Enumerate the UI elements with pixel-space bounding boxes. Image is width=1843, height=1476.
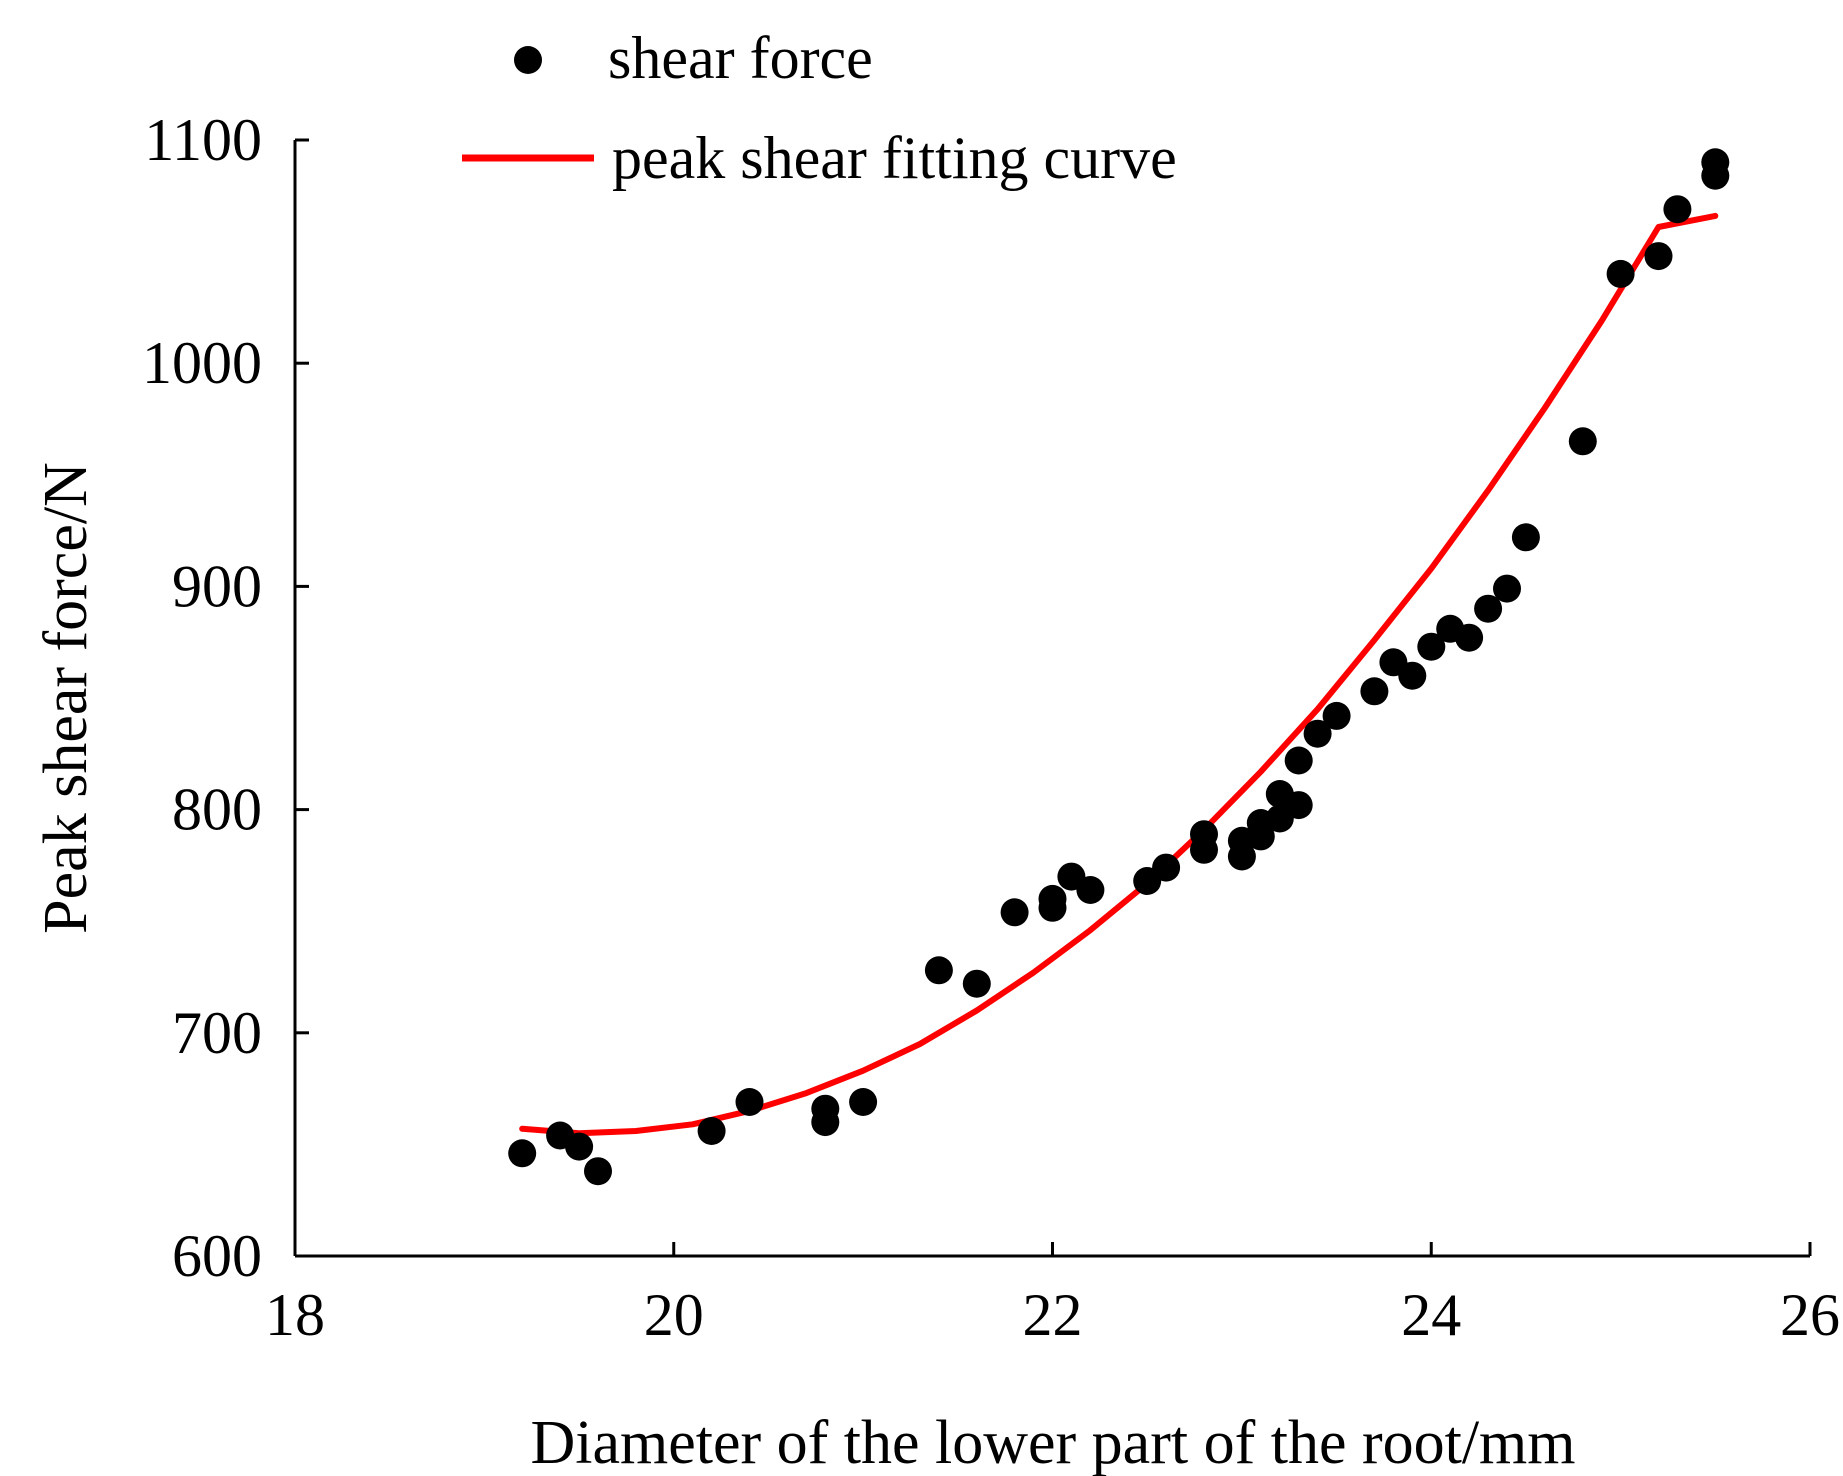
y-tick-label: 600	[172, 1223, 262, 1289]
data-point	[1511, 523, 1540, 552]
data-point	[849, 1088, 878, 1116]
legend-label-fitting-curve: peak shear fitting curve	[612, 125, 1177, 191]
y-axis-label: Peak shear force/N	[32, 462, 100, 934]
data-point	[962, 969, 991, 998]
data-point	[1360, 677, 1389, 706]
data-point	[1076, 876, 1105, 904]
data-point	[1284, 791, 1313, 820]
y-axis-ticks: 600 700 800 900 1000 1100	[142, 107, 309, 1289]
legend: shear force peak shear fitting curve	[462, 25, 1177, 191]
data-point	[584, 1157, 612, 1186]
data-point	[1606, 259, 1635, 288]
x-tick-label: 22	[1023, 1282, 1083, 1348]
data-point	[1644, 242, 1673, 271]
x-tick-label: 24	[1401, 1282, 1461, 1348]
data-point	[1190, 820, 1218, 849]
data-point	[1322, 701, 1351, 730]
y-tick-label: 700	[172, 1000, 262, 1066]
x-tick-label: 20	[644, 1282, 704, 1348]
x-tick-label: 26	[1780, 1282, 1840, 1348]
x-axis-label: Diameter of the lower part of the root/m…	[530, 1409, 1575, 1476]
x-tick-label: 18	[265, 1282, 325, 1348]
data-point	[735, 1088, 764, 1116]
data-point	[1398, 661, 1427, 690]
y-tick-label: 900	[172, 553, 262, 619]
data-point	[1493, 574, 1521, 603]
data-point	[1284, 746, 1313, 775]
data-point	[924, 956, 953, 985]
data-point	[697, 1117, 726, 1145]
data-point	[565, 1132, 594, 1161]
data-point	[1303, 719, 1332, 748]
y-tick-label: 800	[172, 777, 262, 843]
fitting-curve-line	[519, 212, 1719, 1137]
data-point	[1000, 898, 1029, 927]
data-point	[811, 1108, 840, 1137]
axes	[293, 140, 1810, 1258]
legend-marker-shear-force	[514, 46, 542, 74]
scatter-points	[508, 148, 1730, 1186]
y-tick-label: 1000	[142, 330, 262, 396]
data-point	[1474, 594, 1503, 623]
data-point	[1038, 884, 1067, 913]
y-tick-label: 1100	[144, 107, 262, 173]
x-axis-ticks: 18 20 22 24 26	[265, 1242, 1840, 1348]
data-point	[1152, 853, 1181, 882]
legend-label-shear-force: shear force	[608, 25, 873, 91]
data-point	[1568, 427, 1597, 456]
data-point	[1663, 195, 1692, 224]
data-point	[1417, 632, 1446, 661]
data-point	[1701, 148, 1730, 177]
data-point	[1455, 623, 1484, 652]
data-point	[508, 1139, 537, 1168]
